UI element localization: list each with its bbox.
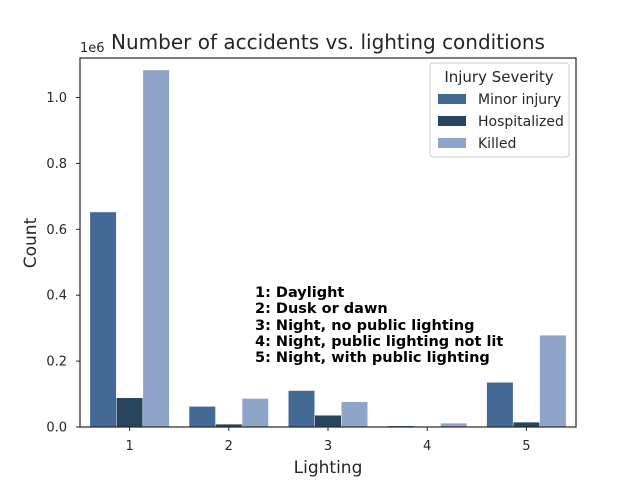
annotation-line-5: 5: Night, with public lighting — [255, 350, 490, 366]
legend-label-hospitalized: Hospitalized — [478, 114, 564, 130]
chart-title: Number of accidents vs. lighting conditi… — [111, 30, 545, 54]
bars-group — [90, 70, 566, 427]
bar-killed-3 — [341, 401, 368, 427]
y-axis-offset-label: 1e6 — [80, 41, 105, 56]
annotation-line-1: 1: Daylight — [255, 285, 344, 301]
annotation-line-3: 3: Night, no public lighting — [255, 318, 474, 334]
y-tick-label: 0.4 — [46, 289, 67, 304]
bar-hospitalized-5 — [513, 422, 540, 427]
x-tick-label: 1 — [125, 439, 133, 454]
legend-label-minor-injury: Minor injury — [478, 92, 561, 108]
legend-box — [429, 62, 570, 158]
y-axis-ticks: 0.0 0.2 0.4 0.6 0.8 1.0 — [46, 91, 80, 436]
x-tick-label: 2 — [225, 439, 233, 454]
x-tick-label: 4 — [423, 439, 431, 454]
annotation-line-2: 2: Dusk or dawn — [255, 301, 388, 317]
y-tick-label: 0.8 — [46, 157, 67, 172]
annotation-block: 1: Daylight 2: Dusk or dawn 3: Night, no… — [255, 285, 503, 366]
bar-hospitalized-3 — [315, 415, 341, 427]
bar-hospitalized-2 — [215, 424, 242, 427]
y-axis-title: Count — [21, 217, 41, 268]
bar-minor-injury-3 — [288, 390, 315, 427]
bar-hospitalized-1 — [116, 398, 143, 427]
legend: Injury Severity Minor injury Hospitalize… — [429, 62, 570, 158]
x-tick-label: 3 — [324, 439, 332, 454]
y-tick-label: 0.0 — [46, 421, 67, 436]
bar-killed-2 — [242, 398, 269, 427]
y-tick-label: 1.0 — [46, 91, 67, 106]
x-tick-label: 5 — [522, 439, 530, 454]
bar-minor-injury-1 — [90, 212, 117, 427]
x-axis-ticks: 1 2 3 4 5 — [125, 427, 531, 454]
bar-minor-injury-5 — [486, 382, 513, 427]
annotation-line-4: 4: Night, public lighting not lit — [255, 334, 503, 350]
y-tick-label: 0.6 — [46, 223, 67, 238]
legend-label-killed: Killed — [478, 136, 516, 152]
y-tick-label: 0.2 — [46, 355, 67, 370]
bar-minor-injury-2 — [189, 406, 216, 427]
legend-swatch-minor-injury — [438, 94, 466, 104]
legend-swatch-killed — [438, 138, 466, 148]
x-axis-title: Lighting — [294, 458, 363, 478]
bar-killed-1 — [143, 70, 170, 427]
plot-frame — [79, 57, 577, 428]
bar-killed-5 — [539, 335, 566, 427]
legend-swatch-hospitalized — [438, 116, 466, 126]
legend-title: Injury Severity — [444, 68, 553, 86]
bar-killed-4 — [440, 423, 467, 427]
